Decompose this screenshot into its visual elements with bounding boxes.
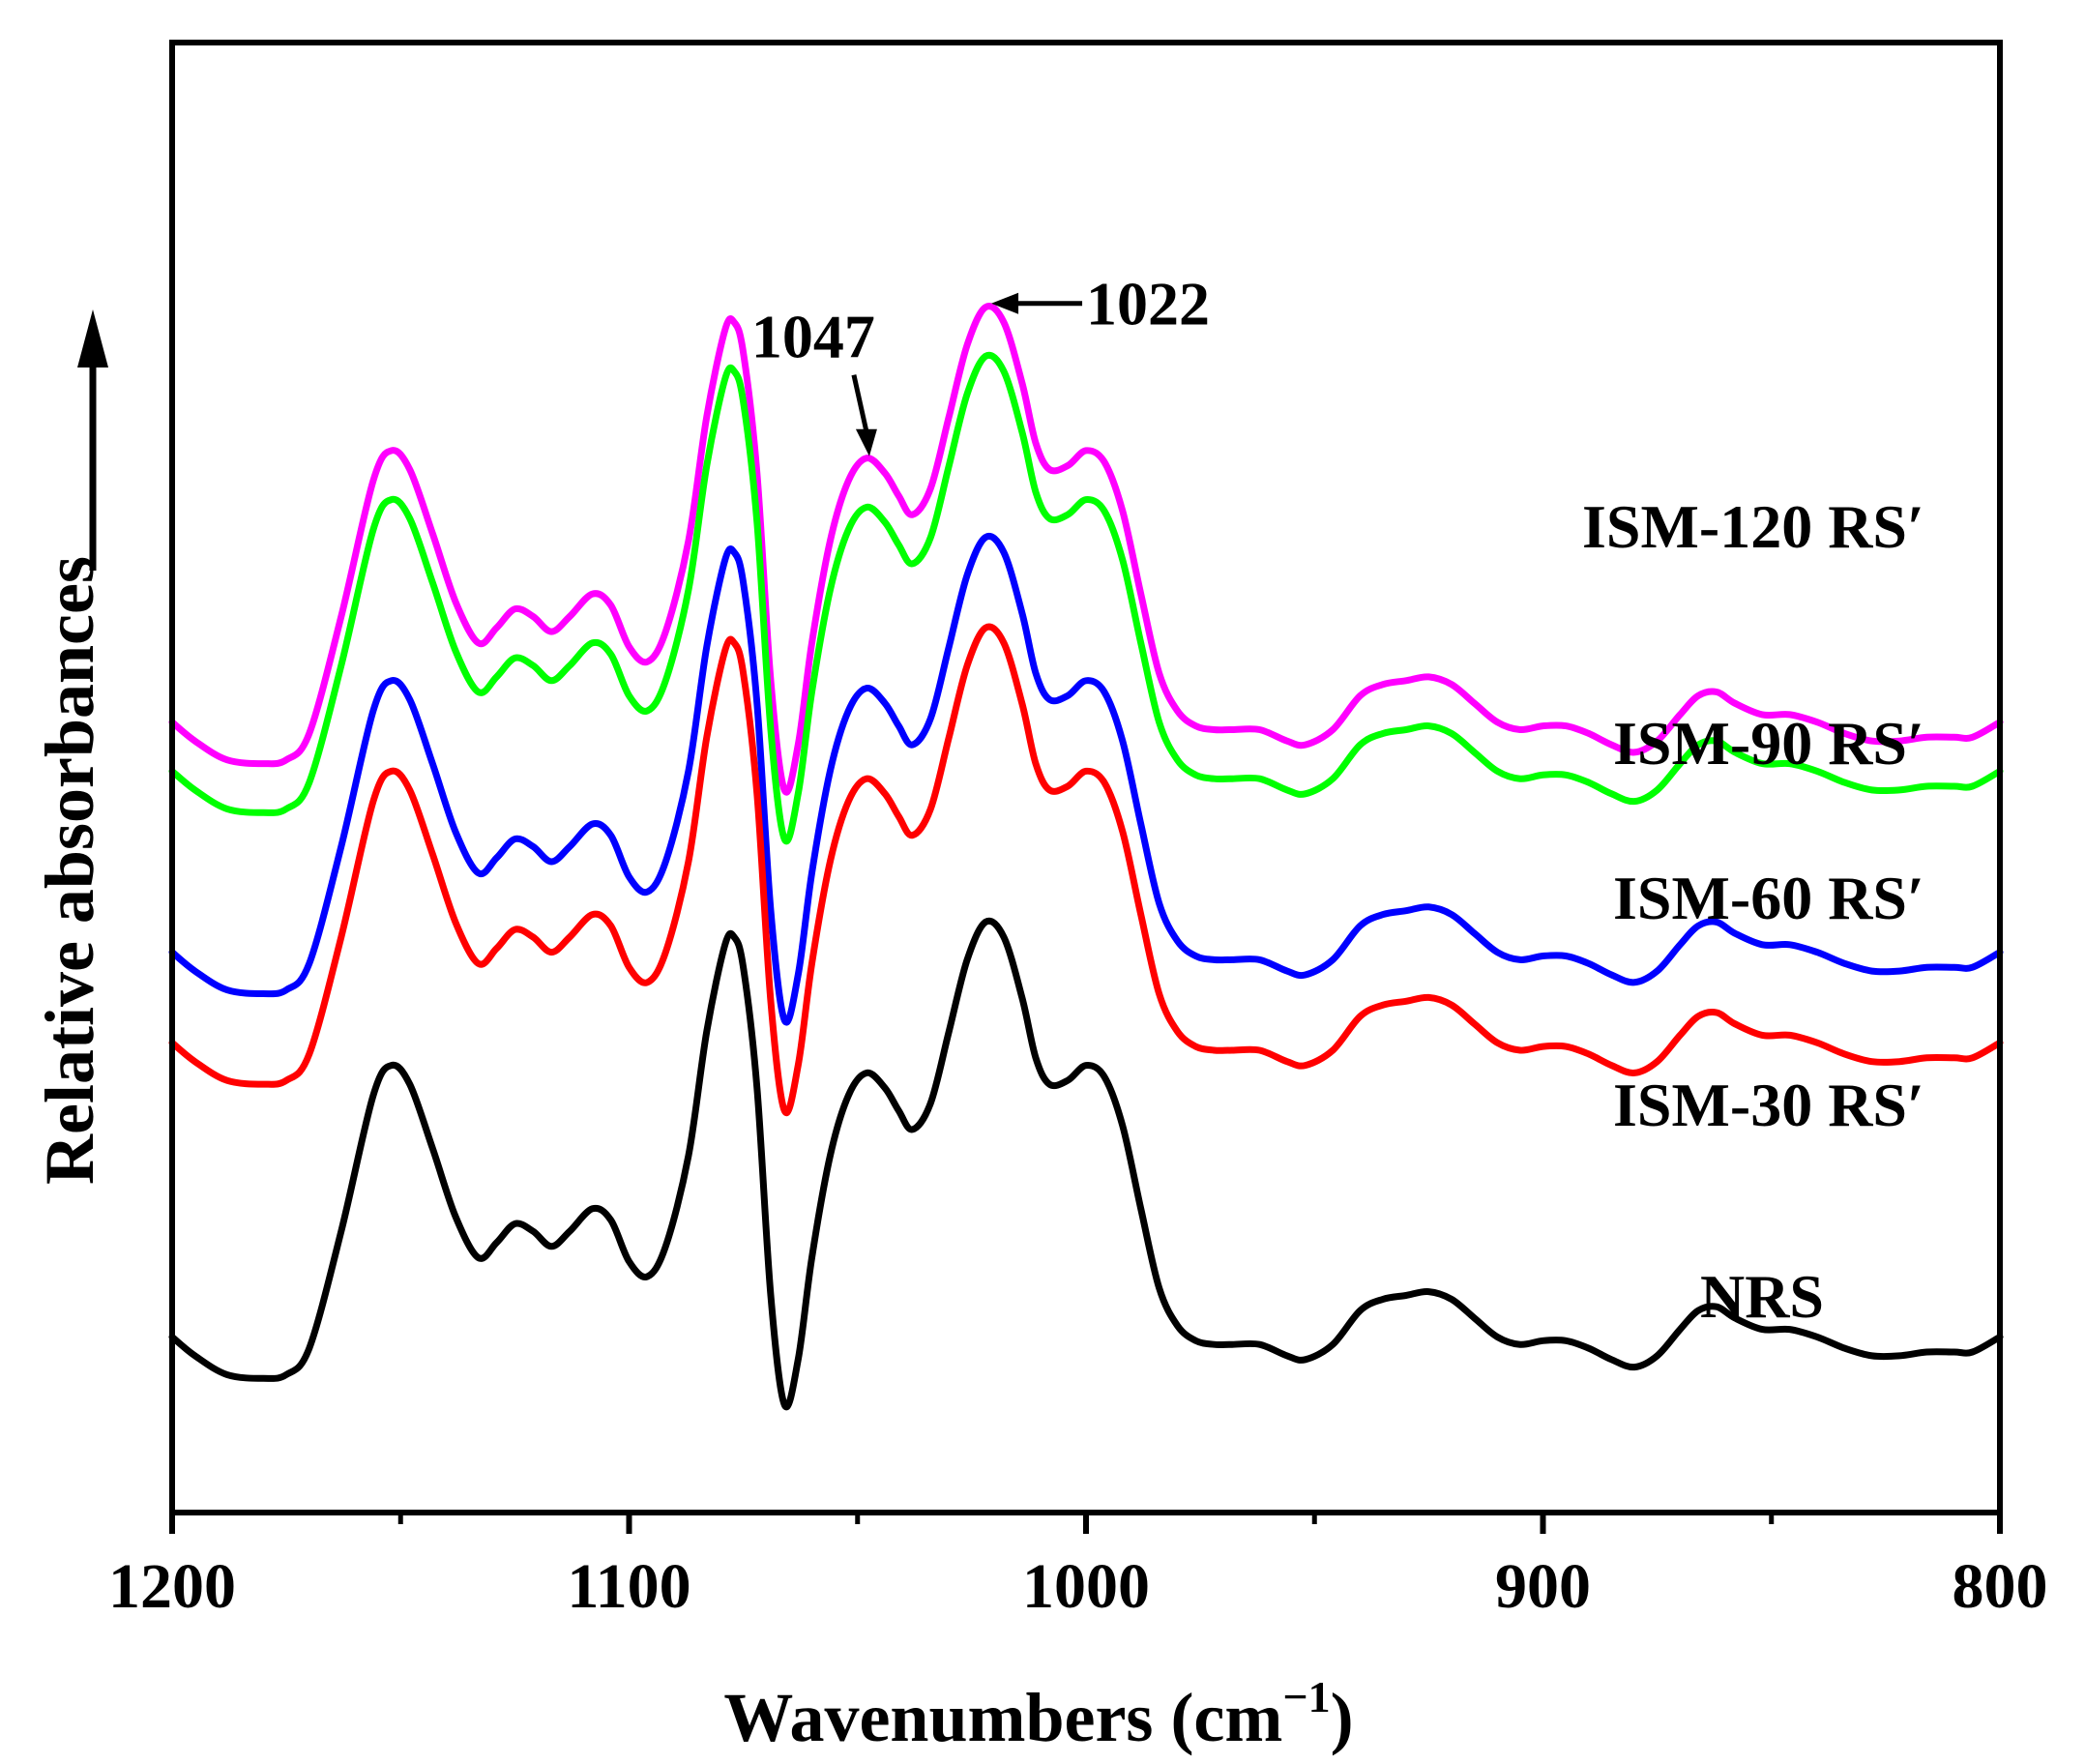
series-line-4 — [168, 303, 2004, 796]
x-axis-title-superscript: −1 — [1282, 1672, 1330, 1721]
annotation-arrow-head-0 — [855, 428, 877, 456]
annotation-layer: 1047 1022 — [751, 270, 1210, 456]
y-axis-arrow-head — [77, 309, 108, 368]
series-line-0 — [168, 917, 2004, 1411]
annotation-label-0: 1047 — [751, 303, 875, 371]
x-tick-label-1: 1100 — [567, 1551, 690, 1622]
x-axis-title-close: ) — [1331, 1679, 1354, 1756]
x-axis-title-main: Wavenumbers (cm — [723, 1679, 1282, 1756]
x-axis-title: Wavenumbers (cm−1) — [723, 1672, 1353, 1756]
annotation-label-1: 1022 — [1086, 270, 1210, 338]
series-line-3 — [168, 351, 2004, 845]
series-label-0: NRS — [1700, 1262, 1824, 1331]
series-label-2: ISM-60 RS′ — [1613, 864, 1924, 932]
x-tick-label-3: 900 — [1495, 1551, 1591, 1622]
y-axis-title: Relative absorbances — [31, 556, 108, 1185]
x-axis: 1200 1100 1000 900 800 — [108, 1513, 2048, 1622]
x-tick-label-2: 1000 — [1022, 1551, 1150, 1622]
annotation-arrow-head-1 — [991, 292, 1019, 314]
series-label-layer: ISM-120 RS′ ISM-90 RS′ ISM-60 RS′ ISM-30 RS… — [1582, 492, 1924, 1331]
series-label-3: ISM-90 RS′ — [1613, 709, 1924, 778]
series-layer — [168, 303, 2004, 1411]
series-label-1: ISM-30 RS′ — [1613, 1071, 1924, 1139]
series-label-4: ISM-120 RS′ — [1582, 492, 1924, 561]
series-line-2 — [168, 533, 2004, 1026]
x-tick-label-0: 1200 — [108, 1551, 236, 1622]
x-tick-label-4: 800 — [1953, 1551, 2048, 1622]
series-line-1 — [168, 623, 2004, 1117]
y-axis-title-group: Relative absorbances — [31, 309, 108, 1185]
